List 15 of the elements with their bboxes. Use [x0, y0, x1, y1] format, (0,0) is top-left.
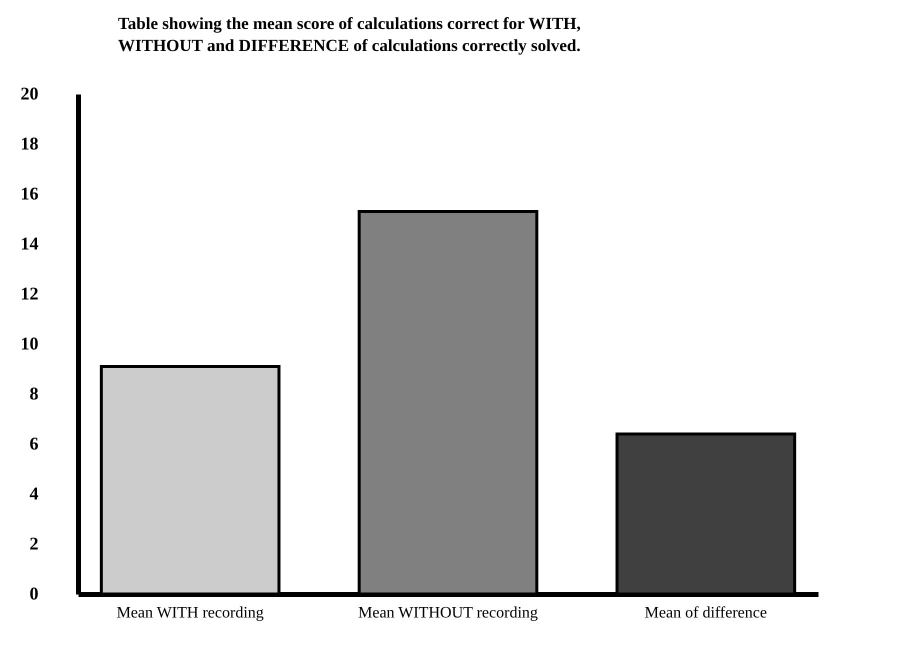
y-tick-label: 18: [20, 134, 38, 154]
y-tick-label: 12: [20, 284, 38, 304]
y-tick-label: 10: [20, 334, 38, 354]
y-tick-label: 6: [30, 434, 38, 454]
y-tick-label: 2: [30, 534, 38, 554]
x-tick-label: Mean of difference: [644, 604, 767, 622]
y-tick-label: 8: [30, 384, 38, 404]
y-tick-label: 20: [20, 84, 38, 104]
chart-title: Table showing the mean score of calculations correct for WITH, WITHOUT and DIFFERENCE of calculations correctly solved.: [118, 14, 581, 55]
y-tick-label: 0: [30, 584, 38, 604]
y-tick-label: 4: [30, 484, 38, 504]
y-tick-label: 14: [20, 234, 38, 254]
x-tick-label: Mean WITHOUT recording: [358, 604, 538, 622]
x-tick-label: Mean WITH recording: [116, 604, 264, 622]
y-tick-label: 16: [20, 184, 38, 204]
